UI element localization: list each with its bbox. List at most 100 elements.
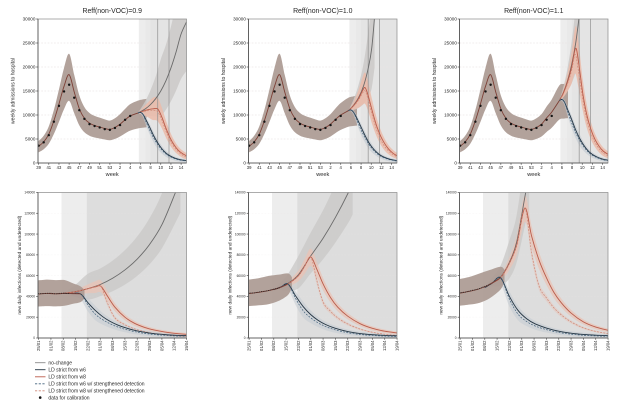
svg-text:47: 47 xyxy=(77,165,82,170)
svg-text:2: 2 xyxy=(119,165,122,170)
svg-text:6: 6 xyxy=(139,165,142,170)
svg-text:140000: 140000 xyxy=(446,191,457,195)
svg-text:01/03: 01/03 xyxy=(308,340,313,351)
svg-text:45: 45 xyxy=(67,165,72,170)
svg-text:weekly admissions to hospital: weekly admissions to hospital xyxy=(432,58,438,124)
svg-text:10000: 10000 xyxy=(23,113,36,118)
svg-text:new daily infections (detected: new daily infections (detected and undet… xyxy=(17,215,23,314)
svg-text:53: 53 xyxy=(318,165,323,170)
svg-text:2: 2 xyxy=(329,165,332,170)
svg-text:01/02: 01/02 xyxy=(48,340,53,351)
svg-text:80000: 80000 xyxy=(26,253,35,257)
svg-text:20000: 20000 xyxy=(448,315,457,319)
svg-text:53: 53 xyxy=(529,165,534,170)
svg-text:0: 0 xyxy=(243,161,246,166)
svg-text:no-change: no-change xyxy=(48,360,72,366)
svg-text:6: 6 xyxy=(561,165,564,170)
svg-text:40000: 40000 xyxy=(26,295,35,299)
svg-text:08/03: 08/03 xyxy=(110,340,115,351)
svg-text:19/04: 19/04 xyxy=(184,340,189,351)
svg-text:39: 39 xyxy=(458,165,463,170)
svg-text:8: 8 xyxy=(571,165,574,170)
svg-text:6: 6 xyxy=(350,165,353,170)
svg-text:100000: 100000 xyxy=(235,232,246,236)
svg-text:4: 4 xyxy=(551,165,554,170)
svg-text:20000: 20000 xyxy=(233,65,246,70)
svg-text:0: 0 xyxy=(33,161,36,166)
svg-text:51: 51 xyxy=(308,165,313,170)
svg-text:08/02: 08/02 xyxy=(61,340,66,351)
svg-text:05/04: 05/04 xyxy=(370,340,375,351)
svg-text:60000: 60000 xyxy=(26,274,35,278)
svg-text:49: 49 xyxy=(87,165,92,170)
svg-text:week: week xyxy=(105,172,119,178)
svg-text:10000: 10000 xyxy=(233,113,246,118)
svg-text:49: 49 xyxy=(298,165,303,170)
svg-text:100000: 100000 xyxy=(24,232,35,236)
svg-text:0: 0 xyxy=(33,336,35,340)
svg-text:120000: 120000 xyxy=(235,211,246,215)
svg-text:10: 10 xyxy=(580,165,585,170)
svg-text:22/02: 22/02 xyxy=(507,340,512,351)
svg-text:39: 39 xyxy=(36,165,41,170)
svg-text:12: 12 xyxy=(590,165,595,170)
svg-text:41: 41 xyxy=(468,165,473,170)
svg-text:0: 0 xyxy=(455,336,457,340)
svg-text:19/04: 19/04 xyxy=(394,340,399,351)
svg-text:25/01: 25/01 xyxy=(36,340,41,351)
svg-text:25000: 25000 xyxy=(233,41,246,46)
svg-text:01/02: 01/02 xyxy=(470,340,475,351)
svg-text:08/02: 08/02 xyxy=(271,340,276,351)
svg-text:12: 12 xyxy=(169,165,174,170)
svg-text:week: week xyxy=(526,172,540,178)
svg-text:40000: 40000 xyxy=(448,295,457,299)
svg-text:2: 2 xyxy=(540,165,543,170)
svg-text:53: 53 xyxy=(108,165,113,170)
svg-text:15000: 15000 xyxy=(23,89,36,94)
svg-text:120000: 120000 xyxy=(24,211,35,215)
svg-text:47: 47 xyxy=(498,165,503,170)
svg-text:49: 49 xyxy=(509,165,514,170)
svg-text:05/04: 05/04 xyxy=(159,340,164,351)
svg-text:120000: 120000 xyxy=(446,211,457,215)
svg-text:22/03: 22/03 xyxy=(556,340,561,351)
svg-text:40000: 40000 xyxy=(237,295,246,299)
svg-text:0: 0 xyxy=(244,336,246,340)
svg-text:20000: 20000 xyxy=(444,65,457,70)
svg-text:22/02: 22/02 xyxy=(296,340,301,351)
svg-text:15/03: 15/03 xyxy=(122,340,127,351)
svg-text:14: 14 xyxy=(389,165,394,170)
svg-text:22/03: 22/03 xyxy=(135,340,140,351)
svg-text:10: 10 xyxy=(158,165,163,170)
svg-text:15/03: 15/03 xyxy=(333,340,338,351)
svg-text:5000: 5000 xyxy=(25,137,36,142)
svg-text:43: 43 xyxy=(478,165,483,170)
svg-text:08/03: 08/03 xyxy=(320,340,325,351)
svg-text:5000: 5000 xyxy=(447,137,458,142)
svg-text:45: 45 xyxy=(277,165,282,170)
svg-text:4: 4 xyxy=(129,165,132,170)
svg-text:data for calibration: data for calibration xyxy=(48,395,89,401)
svg-text:45: 45 xyxy=(488,165,493,170)
svg-text:140000: 140000 xyxy=(24,191,35,195)
svg-text:8: 8 xyxy=(360,165,363,170)
svg-text:25000: 25000 xyxy=(23,41,36,46)
svg-text:51: 51 xyxy=(519,165,524,170)
svg-text:25/01: 25/01 xyxy=(458,340,463,351)
svg-text:80000: 80000 xyxy=(448,253,457,257)
svg-text:12/04: 12/04 xyxy=(172,340,177,351)
svg-text:25/01: 25/01 xyxy=(247,340,252,351)
svg-text:5000: 5000 xyxy=(236,137,247,142)
svg-text:29/03: 29/03 xyxy=(147,340,152,351)
svg-text:05/04: 05/04 xyxy=(581,340,586,351)
svg-text:140000: 140000 xyxy=(235,191,246,195)
svg-text:Reff(non-VOC)=1.0: Reff(non-VOC)=1.0 xyxy=(293,8,353,15)
svg-text:08/03: 08/03 xyxy=(531,340,536,351)
svg-text:12/04: 12/04 xyxy=(593,340,598,351)
svg-text:15/02: 15/02 xyxy=(73,340,78,351)
svg-text:12/04: 12/04 xyxy=(382,340,387,351)
svg-text:01/02: 01/02 xyxy=(259,340,264,351)
svg-text:10: 10 xyxy=(369,165,374,170)
svg-text:20000: 20000 xyxy=(26,315,35,319)
svg-text:15000: 15000 xyxy=(444,89,457,94)
